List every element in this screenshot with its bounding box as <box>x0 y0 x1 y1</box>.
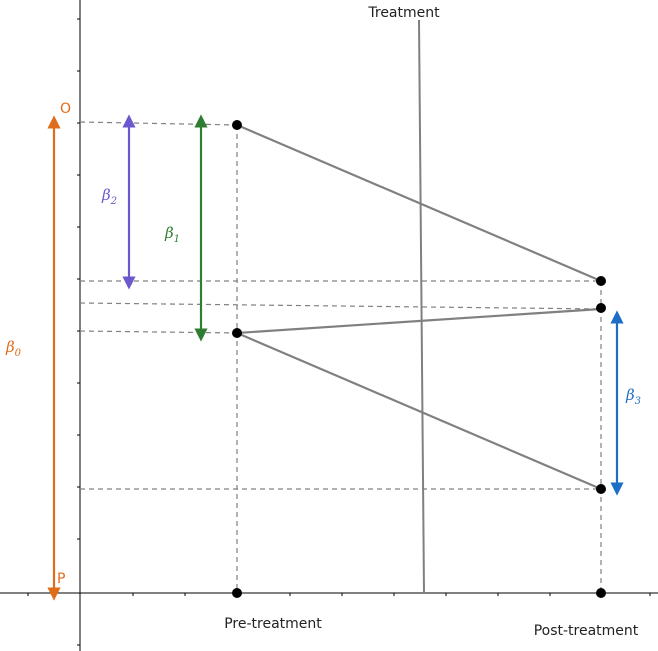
beta0-label: β0 <box>5 338 22 359</box>
dashed-guides <box>79 121 602 593</box>
post-treatment-label: Post-treatment <box>534 623 639 639</box>
point-pre-axis <box>232 588 242 598</box>
line-treated <box>236 123 602 283</box>
line-control <box>236 331 602 491</box>
point-pre-top <box>232 120 242 130</box>
pre-treatment-label: Pre-treatment <box>224 616 322 632</box>
point-post-281 <box>596 276 606 286</box>
point-post-309 <box>596 303 606 313</box>
trend-lines <box>236 123 602 491</box>
y-axis-ticks <box>77 18 80 646</box>
treatment-label: Treatment <box>367 5 440 21</box>
points <box>232 120 606 598</box>
point-o-label: O <box>60 101 71 117</box>
beta1-label: β1 <box>164 224 180 245</box>
beta3-label: β3 <box>625 386 641 407</box>
beta2-label: β2 <box>101 186 117 207</box>
point-post-axis <box>596 588 606 598</box>
line-counterfactual <box>236 307 602 335</box>
point-p-label: P <box>57 571 65 587</box>
guide-303 <box>79 302 602 310</box>
treatment-line <box>418 19 425 594</box>
guide-top <box>79 121 238 126</box>
guide-331 <box>79 330 238 334</box>
x-axis-ticks <box>27 593 651 596</box>
point-post-489 <box>596 484 606 494</box>
point-pre-mid <box>232 328 242 338</box>
